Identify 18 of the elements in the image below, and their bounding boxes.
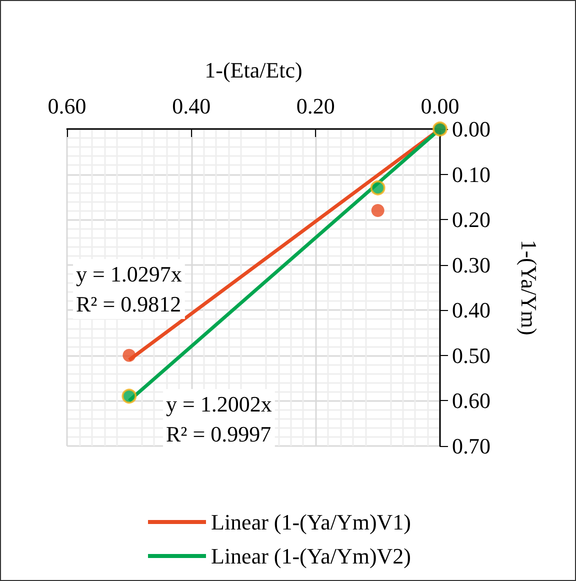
x-tick-label: 0.00 bbox=[420, 94, 460, 118]
y-tick-label: 0.60 bbox=[452, 388, 490, 414]
y-tick-label: 0.70 bbox=[452, 434, 490, 458]
x-tick-label: 0.60 bbox=[48, 94, 86, 118]
annotation: y = 1.0297x R² = 0.9812 bbox=[76, 262, 182, 316]
y-tick-label: 0.50 bbox=[452, 342, 490, 368]
y-tick-label: 0.20 bbox=[452, 207, 490, 232]
annotation: y = 1.2002x R² = 0.9997 bbox=[166, 392, 272, 446]
x-axis-title: 1-(Eta/Etc) bbox=[204, 58, 302, 82]
legend-label: Linear (1-(Ya/Ym)V2) bbox=[211, 544, 411, 568]
y-axis-title: 1-(Ya/Ym) bbox=[516, 240, 542, 336]
y-tick-label: 0.30 bbox=[452, 252, 490, 278]
legend-label: Linear (1-(Ya/Ym)V1) bbox=[211, 510, 411, 534]
y-tick-label: 0.00 bbox=[452, 116, 490, 142]
x-tick-label: 0.40 bbox=[172, 94, 211, 118]
y-tick-label: 0.10 bbox=[452, 162, 490, 187]
x-tick-label: 0.20 bbox=[296, 94, 335, 118]
y-tick-label: 0.40 bbox=[452, 298, 490, 323]
